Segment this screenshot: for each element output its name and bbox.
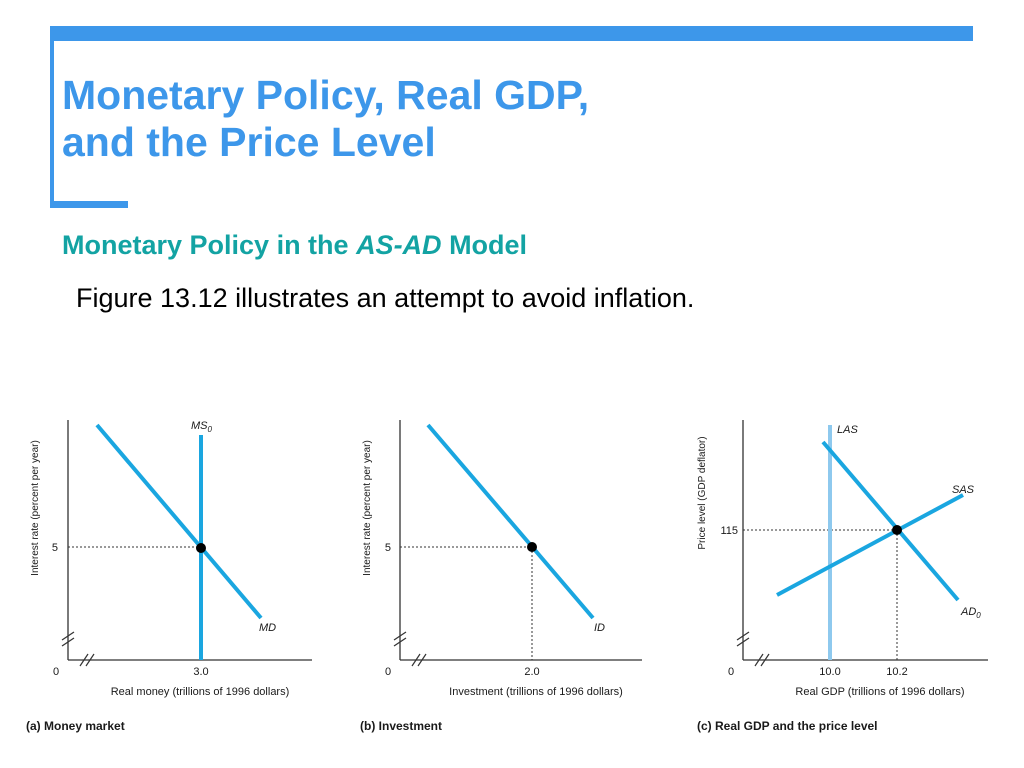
x-axis-break-mark (754, 653, 770, 667)
frame-bottom-bar (50, 201, 128, 208)
y-axis-break-mark (393, 631, 407, 647)
subtitle-text-post: Model (441, 230, 528, 260)
panel-real-gdp-price-level: LAS SAS AD0 115 0 10.0 10.2 Real GDP (tr… (697, 420, 988, 733)
slide-body-text: Figure 13.12 illustrates an attempt to a… (76, 283, 695, 313)
x-tick-label: 3.0 (193, 666, 208, 678)
slide-subtitle: Monetary Policy in the AS-AD Model (62, 230, 527, 261)
equilibrium-point (196, 543, 206, 553)
md-curve (95, 423, 263, 620)
subtitle-text-pre: Monetary Policy in the (62, 230, 357, 260)
x-axis-label: Real money (trillions of 1996 dollars) (111, 686, 290, 698)
id-curve (426, 423, 595, 620)
x-tick-label: 10.2 (886, 666, 907, 678)
y-axis-label: Interest rate (percent per year) (30, 440, 41, 576)
x-axis-break-mark (79, 653, 95, 667)
y-axis-break-mark (61, 631, 75, 647)
frame-top-bar (50, 26, 973, 41)
ad0-label: AD0 (960, 606, 981, 620)
panel-caption: (c) Real GDP and the price level (697, 719, 878, 733)
sas-curve (776, 493, 964, 597)
md-label: MD (259, 622, 276, 634)
y-axis-break-mark (736, 631, 750, 647)
ad0-curve (821, 440, 960, 602)
equilibrium-point (892, 525, 902, 535)
y-axis-label: Price level (GDP deflator) (697, 436, 708, 549)
las-label: LAS (837, 424, 858, 436)
origin-label: 0 (728, 666, 734, 678)
panel-caption: (b) Investment (360, 719, 442, 733)
figure-13-12: MS0 MD 5 0 3.0 Real money (trillions of … (26, 420, 988, 733)
panel-caption: (a) Money market (26, 719, 125, 733)
equilibrium-point (527, 542, 537, 552)
x-tick-label: 10.0 (819, 666, 840, 678)
frame-left-bar (50, 26, 54, 208)
title-line-1: Monetary Policy, Real GDP, (62, 72, 590, 118)
y-axis-label: Interest rate (percent per year) (362, 440, 373, 576)
origin-label: 0 (385, 666, 391, 678)
y-tick-label: 5 (385, 542, 391, 554)
subtitle-text-italic: AS-AD (356, 230, 442, 260)
x-axis-break-mark (411, 653, 427, 667)
x-tick-label: 2.0 (524, 666, 539, 678)
sas-label: SAS (952, 484, 975, 496)
x-axis-label: Investment (trillions of 1996 dollars) (449, 686, 623, 698)
slide-title: Monetary Policy, Real GDP, and the Price… (62, 72, 589, 166)
title-line-2: and the Price Level (62, 119, 436, 165)
id-label: ID (594, 622, 605, 634)
panel-money-market: MS0 MD 5 0 3.0 Real money (trillions of … (26, 420, 312, 733)
origin-label: 0 (53, 666, 59, 678)
x-axis-label: Real GDP (trillions of 1996 dollars) (795, 686, 964, 698)
panel-investment: ID 5 0 2.0 Investment (trillions of 1996… (360, 420, 642, 733)
y-tick-label: 115 (720, 525, 738, 537)
y-tick-label: 5 (52, 542, 58, 554)
ms0-label: MS0 (191, 420, 213, 434)
